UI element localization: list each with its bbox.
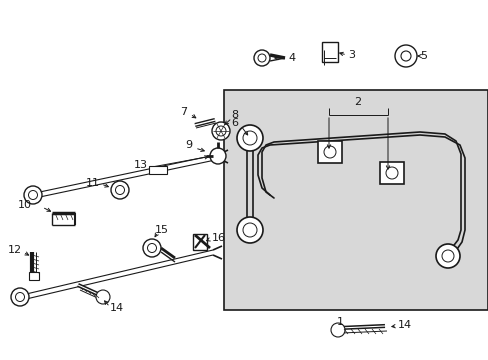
Text: 9: 9 — [184, 140, 192, 150]
Circle shape — [11, 288, 29, 306]
Circle shape — [330, 323, 345, 337]
Text: 4: 4 — [287, 53, 295, 63]
Text: 13: 13 — [134, 160, 148, 170]
Circle shape — [111, 181, 129, 199]
Bar — [193, 234, 206, 250]
Circle shape — [324, 146, 335, 158]
Text: 12: 12 — [8, 245, 22, 255]
Text: 11: 11 — [86, 178, 100, 188]
Text: 10: 10 — [18, 200, 32, 210]
Circle shape — [142, 239, 161, 257]
Circle shape — [253, 50, 269, 66]
Bar — [321, 42, 337, 62]
Circle shape — [435, 244, 459, 268]
Circle shape — [441, 250, 453, 262]
Text: 15: 15 — [155, 225, 169, 235]
Circle shape — [28, 190, 38, 199]
Circle shape — [237, 217, 263, 243]
Circle shape — [24, 186, 42, 204]
Circle shape — [115, 185, 124, 194]
Circle shape — [243, 223, 257, 237]
Text: 16: 16 — [212, 233, 225, 243]
Bar — [224, 90, 487, 310]
Bar — [29, 272, 39, 280]
Text: 8: 8 — [230, 110, 238, 120]
Text: 14: 14 — [110, 303, 124, 313]
Circle shape — [147, 243, 156, 252]
Text: 5: 5 — [419, 51, 426, 61]
Circle shape — [96, 290, 110, 304]
Circle shape — [16, 292, 24, 302]
Bar — [149, 166, 167, 174]
Circle shape — [237, 125, 263, 151]
Text: 3: 3 — [347, 50, 354, 60]
Circle shape — [394, 45, 416, 67]
Circle shape — [400, 51, 410, 61]
Circle shape — [216, 126, 225, 136]
Text: 7: 7 — [180, 107, 186, 117]
Circle shape — [258, 54, 265, 62]
Circle shape — [385, 167, 397, 179]
Bar — [379, 162, 403, 184]
Circle shape — [212, 122, 229, 140]
Text: 14: 14 — [397, 320, 411, 330]
Bar — [317, 141, 341, 163]
Text: 2: 2 — [354, 97, 361, 107]
Text: 6: 6 — [230, 118, 238, 128]
Circle shape — [209, 148, 225, 164]
Circle shape — [243, 131, 257, 145]
Text: 1: 1 — [336, 317, 343, 327]
